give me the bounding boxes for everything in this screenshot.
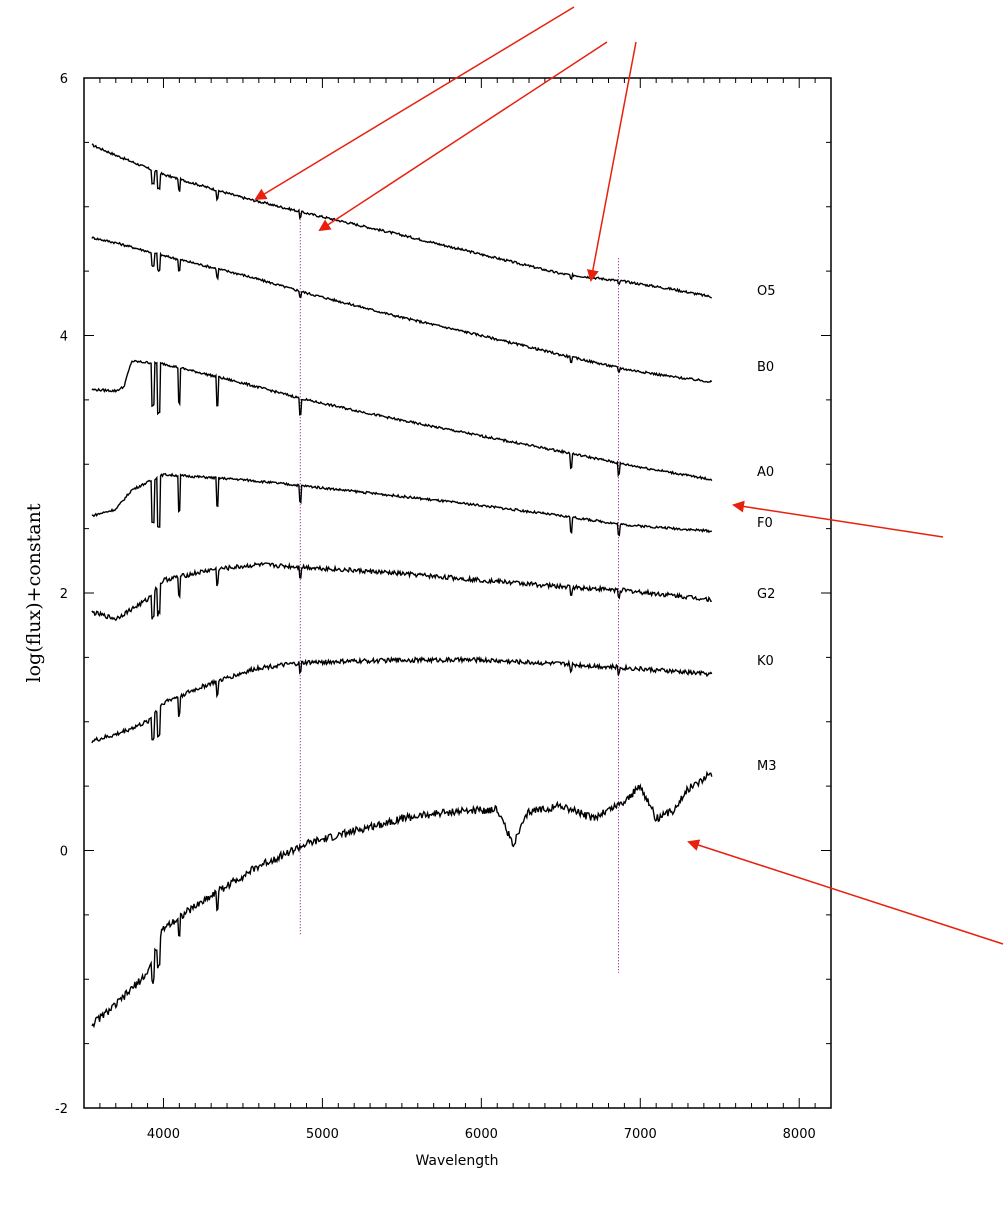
- series-line-a0: [91, 359, 713, 482]
- y-tick-label: -2: [55, 1102, 68, 1117]
- x-tick-label: 7000: [624, 1127, 657, 1142]
- annotation-arrows: [254, 6, 1004, 945]
- series-label-g2: G2: [757, 587, 775, 602]
- series-labels: O5 B0 A0 F0 G2 K0 M3: [757, 284, 777, 774]
- y-tick-label: 4: [60, 330, 68, 345]
- x-tick-label: 4000: [147, 1127, 180, 1142]
- series-label-a0: A0: [757, 465, 774, 480]
- y-tick-label: 0: [60, 845, 68, 860]
- series-line-b0: [91, 236, 713, 384]
- annotation-arrow: [254, 6, 575, 201]
- series-label-m3: M3: [757, 759, 777, 774]
- y-tick-label: 2: [60, 587, 68, 602]
- x-tick-labels: 4000 5000 6000 7000 8000: [147, 1127, 816, 1142]
- series-label-k0: K0: [757, 654, 774, 669]
- x-tick-label: 5000: [306, 1127, 339, 1142]
- reference-lines: [299, 213, 620, 973]
- x-tick-label: 6000: [465, 1127, 498, 1142]
- series-label-b0: B0: [757, 360, 774, 375]
- series-line-o5: [91, 143, 712, 299]
- y-tick-labels: -2 0 2 4 6: [55, 72, 68, 1117]
- series-line-k0: [91, 655, 713, 744]
- plot-frame: [83, 77, 832, 1109]
- x-tick-label: 8000: [783, 1127, 816, 1142]
- x-axis-title: Wavelength: [415, 1153, 498, 1169]
- series-label-f0: F0: [757, 516, 773, 531]
- series-lines: [91, 143, 713, 1029]
- annotation-arrow: [318, 41, 608, 232]
- series-line-f0: [91, 472, 713, 537]
- annotation-arrow: [687, 839, 1004, 945]
- y-axis-title: log(flux)+constant: [23, 503, 45, 682]
- series-line-g2: [91, 561, 712, 622]
- axis-ticks: [83, 77, 832, 1109]
- annotation-arrow: [732, 500, 944, 538]
- series-line-m3: [91, 770, 713, 1029]
- series-label-o5: O5: [757, 284, 776, 299]
- annotation-arrow: [586, 41, 637, 282]
- y-tick-label: 6: [60, 72, 68, 87]
